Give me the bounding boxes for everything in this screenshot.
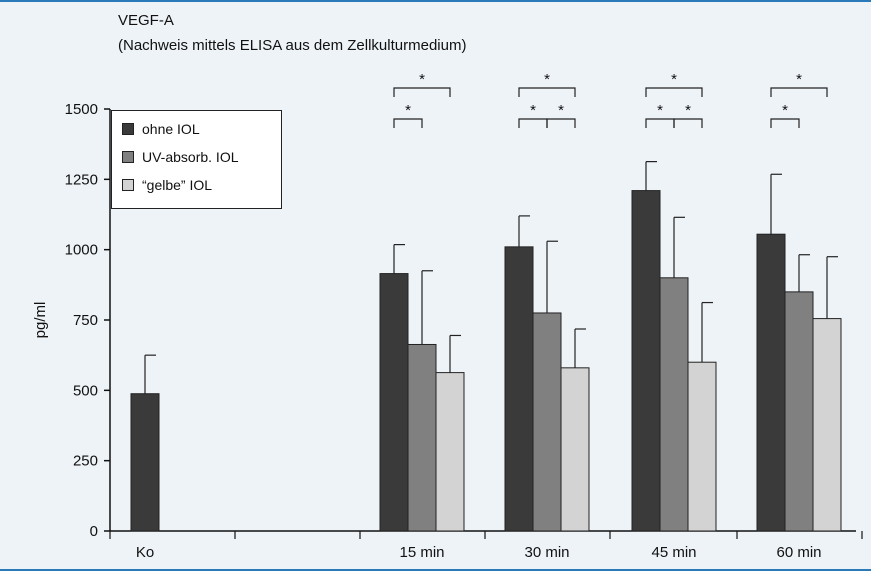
- chart-subtitle: (Nachweis mittels ELISA aus dem Zellkult…: [118, 37, 467, 54]
- bottom-accent-rule: [0, 569, 871, 571]
- legend-item: ohne IOL: [122, 119, 200, 139]
- bar: [435, 372, 465, 532]
- significance-star: *: [796, 71, 802, 88]
- significance-star: *: [419, 71, 425, 88]
- bar: [756, 233, 786, 532]
- significance-star: *: [657, 102, 663, 119]
- y-tick-label: 250: [73, 453, 98, 470]
- legend-item: UV-absorb. IOL: [122, 147, 239, 167]
- legend-item: “gelbe” IOL: [122, 175, 212, 195]
- significance-bracket: [770, 87, 828, 97]
- x-tick-label: 45 min: [651, 544, 696, 561]
- significance-bracket: [673, 118, 703, 128]
- x-tick-label: 15 min: [399, 544, 444, 561]
- significance-star: *: [530, 102, 536, 119]
- chart-legend: ohne IOL UV-absorb. IOL “gelbe” IOL: [111, 110, 282, 209]
- significance-bracket: [645, 87, 703, 97]
- legend-swatch: [122, 123, 134, 135]
- y-tick-label: 1000: [65, 242, 98, 259]
- legend-swatch: [122, 151, 134, 163]
- y-axis-label: pg/ml: [32, 302, 49, 339]
- significance-star: *: [671, 71, 677, 88]
- significance-star: *: [544, 71, 550, 88]
- legend-label: ohne IOL: [142, 121, 200, 137]
- significance-star: *: [558, 102, 564, 119]
- bar: [812, 318, 842, 532]
- bar: [379, 273, 409, 532]
- legend-swatch: [122, 179, 134, 191]
- bar: [130, 393, 160, 532]
- legend-label: UV-absorb. IOL: [142, 149, 239, 165]
- significance-bracket: [393, 87, 451, 97]
- x-tick-label: 30 min: [524, 544, 569, 561]
- y-tick-label: 500: [73, 382, 98, 399]
- y-tick-label: 0: [90, 523, 98, 540]
- legend-label: “gelbe” IOL: [142, 177, 213, 193]
- x-tick-label: Ko: [136, 544, 154, 561]
- bar: [687, 361, 717, 532]
- significance-bracket: [393, 118, 423, 128]
- bar: [532, 312, 562, 532]
- bar: [504, 246, 534, 532]
- significance-bracket: [546, 118, 576, 128]
- significance-star: *: [685, 102, 691, 119]
- significance-bracket: [518, 87, 576, 97]
- significance-bracket: [518, 118, 548, 128]
- bar: [631, 190, 661, 532]
- significance-star: *: [782, 102, 788, 119]
- y-tick-label: 1500: [65, 101, 98, 118]
- chart-title: VEGF-A: [118, 12, 174, 29]
- y-tick-label: 750: [73, 312, 98, 329]
- bar: [659, 277, 689, 532]
- bar: [784, 291, 814, 532]
- significance-bracket: [770, 118, 800, 128]
- y-tick-label: 1250: [65, 171, 98, 188]
- bar: [407, 343, 437, 532]
- significance-bracket: [645, 118, 675, 128]
- bar: [560, 367, 590, 532]
- significance-star: *: [405, 102, 411, 119]
- x-tick-label: 60 min: [776, 544, 821, 561]
- top-accent-rule: [0, 0, 871, 2]
